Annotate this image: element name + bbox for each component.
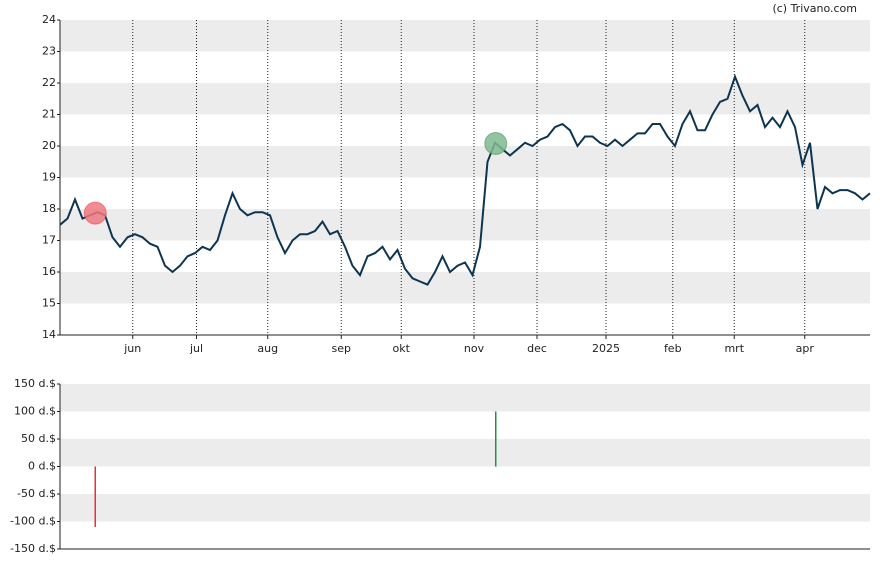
y-tick-label: 100 d.$ bbox=[14, 405, 56, 418]
y-tick-label: 18 bbox=[42, 202, 56, 215]
y-tick-label: 150 d.$ bbox=[14, 377, 56, 390]
x-tick-label: okt bbox=[393, 342, 411, 355]
price-line bbox=[59, 73, 871, 286]
y-tick-label: -50 d.$ bbox=[17, 487, 56, 500]
y-tick-label: 23 bbox=[42, 45, 56, 58]
grid-band bbox=[60, 494, 870, 522]
grid-band bbox=[60, 209, 870, 241]
x-tick-label: 2025 bbox=[592, 342, 620, 355]
grid-band bbox=[60, 439, 870, 467]
x-tick-label: mrt bbox=[724, 342, 744, 355]
y-tick-label: 22 bbox=[42, 76, 56, 89]
grid-band bbox=[60, 384, 870, 412]
y-tick-label: -150 d.$ bbox=[10, 542, 56, 555]
y-tick-label: 14 bbox=[42, 328, 56, 341]
y-tick-label: 24 bbox=[42, 13, 56, 26]
x-tick-label: aug bbox=[257, 342, 278, 355]
x-tick-label: nov bbox=[464, 342, 485, 355]
x-tick-label: jun bbox=[123, 342, 141, 355]
grid-band bbox=[60, 146, 870, 178]
x-tick-label: sep bbox=[332, 342, 351, 355]
transaction-marker bbox=[83, 201, 107, 225]
grid-band bbox=[60, 272, 870, 304]
transaction-marker bbox=[484, 131, 508, 155]
y-tick-label: 15 bbox=[42, 297, 56, 310]
y-tick-label: 0 d.$ bbox=[28, 460, 56, 473]
y-tick-label: 20 bbox=[42, 139, 56, 152]
x-tick-label: feb bbox=[664, 342, 682, 355]
y-tick-label: 16 bbox=[42, 265, 56, 278]
grid-band bbox=[60, 83, 870, 115]
grid-band bbox=[60, 20, 870, 52]
x-tick-label: jul bbox=[189, 342, 203, 355]
y-tick-label: 50 d.$ bbox=[21, 432, 56, 445]
x-tick-label: apr bbox=[796, 342, 815, 355]
x-tick-label: dec bbox=[527, 342, 547, 355]
y-tick-label: 17 bbox=[42, 234, 56, 247]
credit: (c) Trivano.com bbox=[772, 2, 857, 15]
y-tick-label: -100 d.$ bbox=[10, 515, 56, 528]
y-tick-label: 21 bbox=[42, 108, 56, 121]
y-tick-label: 19 bbox=[42, 171, 56, 184]
